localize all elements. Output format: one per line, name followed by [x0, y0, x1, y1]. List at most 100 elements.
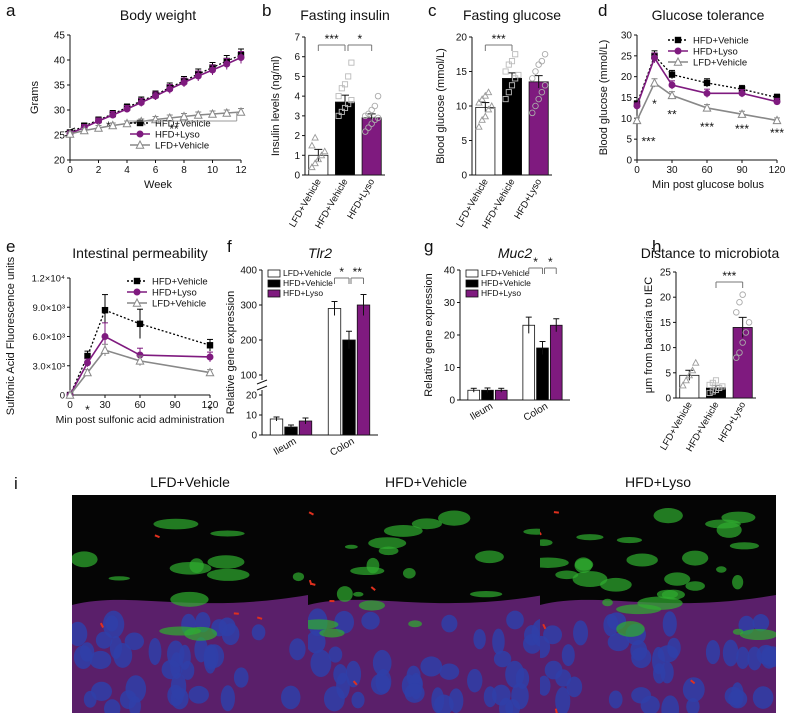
data-point [716, 384, 723, 391]
data-point [166, 85, 174, 93]
legend-label: HFD+Lyso [693, 47, 738, 58]
y-tick-label: 0 [665, 394, 671, 405]
nucleus [328, 646, 343, 663]
data-point [194, 72, 202, 80]
nucleus [661, 695, 680, 713]
data-point [702, 102, 712, 112]
y-axis-label: Relative gene expression [225, 291, 237, 415]
legend-marker [133, 277, 141, 285]
nucleus [125, 675, 147, 703]
data-point [335, 112, 342, 119]
mucus-stain [626, 553, 658, 567]
bar-colon-lfd-vehicle [522, 324, 536, 401]
nucleus [506, 610, 524, 630]
bacteria-stain [308, 511, 314, 516]
y-tick-label: 35 [54, 81, 66, 92]
data-point [632, 115, 642, 125]
chart-title: Body weight [120, 7, 196, 23]
bacteria-stain [370, 586, 376, 591]
x-tick-label: 90 [169, 400, 181, 411]
data-point [237, 54, 245, 61]
nucleus [420, 656, 443, 677]
data-point [505, 61, 512, 68]
legend-swatch [267, 279, 281, 288]
y-tick-label: 9.0×10³ [33, 303, 66, 314]
legend-swatch [465, 269, 479, 278]
bacteria-stain [233, 612, 239, 615]
y-tick-label: 200 [240, 336, 257, 347]
data-point [136, 351, 144, 359]
micrograph-lfd-vehicle [72, 495, 308, 713]
data-point [79, 125, 89, 135]
panel-g: g Muc2 0 10 20 30 40 Relative gene expression Il… [423, 237, 570, 424]
nucleus [555, 687, 571, 713]
mucus-stain [292, 572, 305, 582]
data-point [682, 376, 690, 384]
significance-marker: ** [353, 265, 363, 279]
x-tick-label: 30 [666, 165, 678, 176]
mucus-stain [664, 572, 691, 586]
mucus-stain [184, 626, 218, 641]
data-point [512, 75, 519, 82]
legend-label: HFD+Vehicle [155, 119, 211, 130]
nucleus [491, 684, 511, 706]
legend-marker [674, 47, 682, 55]
data-point [532, 68, 539, 75]
data-point [733, 309, 740, 316]
nucleus [653, 663, 666, 684]
data-point [481, 91, 490, 99]
x-tick-label: 8 [181, 165, 187, 176]
data-point [668, 71, 676, 78]
legend-marker [674, 36, 682, 44]
data-point [773, 98, 781, 106]
x-tick-label: Colon [328, 436, 356, 459]
y-axis-label: Insulin levels (ng/ml) [270, 56, 282, 156]
bar-hfd-lyso [528, 81, 549, 176]
nucleus [289, 638, 306, 661]
data-point [668, 81, 676, 89]
legend-label: HFD+Vehicle [693, 36, 749, 47]
legend-label: LFD+Vehicle [481, 268, 530, 278]
bar-ileum-lfd-vehicle [269, 418, 284, 436]
data-point [341, 104, 349, 112]
x-tick-label: 60 [134, 400, 146, 411]
legend-swatch [267, 289, 281, 298]
data-point [207, 108, 218, 118]
bar-colon-hfd-lyso [356, 304, 371, 436]
series-lfd-vehicle [65, 106, 246, 138]
series-lfd-vehicle [65, 343, 215, 399]
nucleus [372, 649, 392, 676]
legend-marker [132, 297, 142, 307]
data-point [706, 389, 713, 397]
nucleus [682, 677, 705, 702]
series-line [636, 56, 778, 107]
y-axis-label: Sulfonic Acid Fluorescence units [5, 256, 17, 415]
y-axis-label: Grams [29, 81, 41, 115]
data-point [101, 306, 109, 314]
bar-hfd-vehicle [501, 78, 522, 176]
y-tick-label: 3.0×10³ [33, 361, 66, 372]
mucus-stain [358, 600, 385, 611]
data-point [737, 109, 747, 118]
data-point [135, 355, 145, 365]
data-point [538, 57, 546, 65]
bar-colon-lfd-vehicle [327, 308, 342, 436]
panel-c: c Fasting glucose 0 5 10 15 20 Blood glucose (m… [428, 1, 561, 231]
bacteria-stain [540, 530, 542, 536]
data-point [712, 386, 720, 393]
legend-label: LFD+Vehicle [155, 141, 209, 152]
data-point [341, 81, 349, 88]
data-point [209, 66, 216, 74]
y-tick-label: 5 [461, 136, 467, 147]
data-point [348, 97, 355, 104]
mucus-stain [681, 550, 709, 566]
data-point [535, 95, 542, 103]
data-point [651, 54, 658, 62]
y-tick-label: 10 [621, 114, 633, 125]
significance-marker: *** [641, 134, 655, 148]
nucleus [662, 611, 677, 637]
data-point [529, 75, 536, 82]
bacteria-stain [329, 599, 335, 603]
data-point [311, 133, 319, 141]
